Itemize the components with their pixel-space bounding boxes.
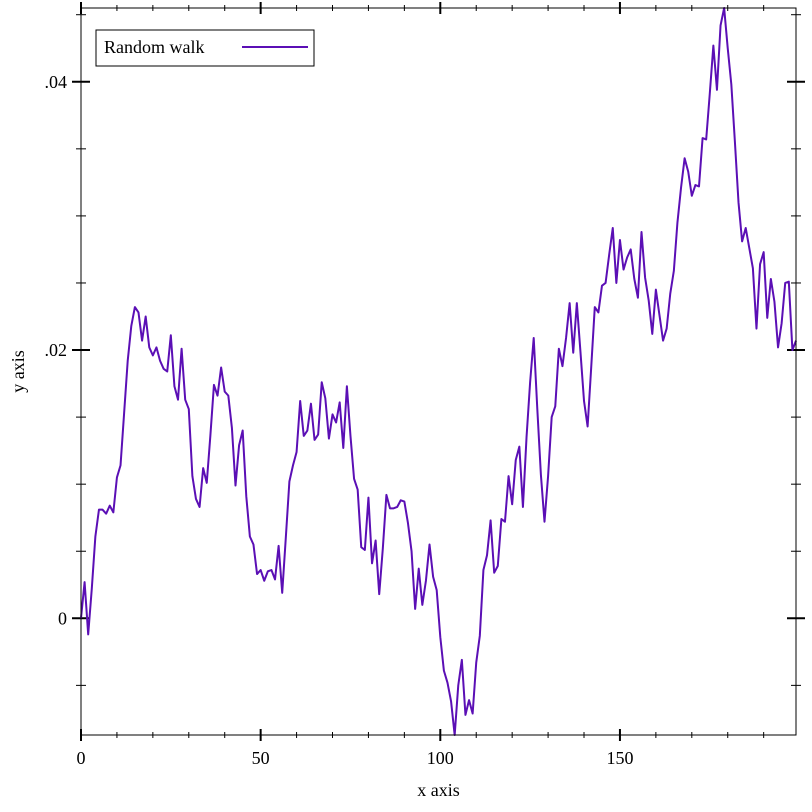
x-tick-label: 100 xyxy=(427,748,454,768)
legend: Random walk xyxy=(95,29,315,67)
x-tick-label: 0 xyxy=(77,748,86,768)
y-axis-title: y axis xyxy=(8,350,28,393)
ticks-layer xyxy=(72,2,805,741)
x-tick-label: 150 xyxy=(606,748,633,768)
x-axis-title: x axis xyxy=(417,780,460,800)
series-line-random-walk xyxy=(80,7,797,736)
x-tick-label: 50 xyxy=(252,748,270,768)
legend-label-random-walk: Random walk xyxy=(104,37,205,57)
plot-frame xyxy=(80,7,797,736)
labels-layer: 0 50 100 150 0 .02 .04 xyxy=(45,72,634,768)
series-layer xyxy=(80,7,797,736)
y-tick-label: 0 xyxy=(58,608,67,628)
y-tick-label: .02 xyxy=(45,340,68,360)
y-tick-label: .04 xyxy=(45,72,68,92)
